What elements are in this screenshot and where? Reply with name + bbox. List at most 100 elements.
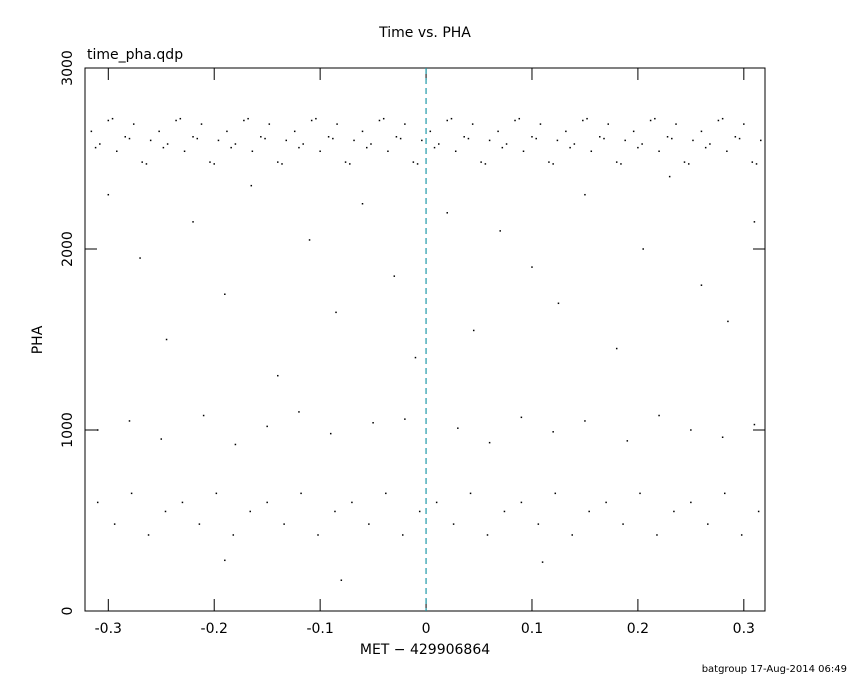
point (139, 257, 141, 259)
point (571, 534, 573, 536)
point (209, 161, 211, 163)
point (353, 139, 355, 142)
point (418, 510, 421, 513)
point (438, 143, 440, 145)
point (472, 329, 475, 332)
point (158, 130, 160, 133)
point (319, 150, 321, 153)
point (200, 123, 203, 125)
x-tick-label: 0.1 (521, 621, 543, 637)
point (727, 320, 729, 323)
point (658, 150, 660, 153)
point (751, 161, 754, 163)
point (310, 119, 313, 122)
point (175, 119, 177, 122)
point (484, 163, 487, 165)
point (753, 423, 756, 426)
footer: batgroup 17-Aug-2014 06:49 (702, 664, 847, 675)
point (607, 123, 609, 125)
point (266, 425, 268, 428)
point (582, 119, 584, 122)
point (668, 175, 671, 178)
point (649, 119, 652, 122)
point (675, 123, 677, 125)
point (497, 130, 499, 133)
point (179, 117, 182, 120)
x-tick-label: -0.3 (95, 621, 122, 637)
point (499, 230, 501, 232)
point (446, 119, 448, 122)
point (340, 579, 343, 581)
point (183, 150, 186, 153)
point (224, 293, 226, 295)
point (335, 311, 337, 314)
y-tick-label: 0 (60, 607, 76, 616)
point (147, 534, 150, 536)
point (160, 438, 163, 440)
point (298, 146, 300, 149)
point (94, 146, 97, 149)
point (488, 441, 491, 444)
x-tick-label: 0 (422, 621, 431, 637)
point (298, 411, 300, 413)
point (378, 119, 381, 122)
point (757, 510, 760, 513)
point (624, 139, 626, 142)
point (717, 119, 720, 122)
point (658, 414, 660, 417)
point (99, 143, 101, 145)
point (599, 136, 601, 138)
point (556, 139, 559, 142)
point (452, 523, 455, 525)
point (433, 146, 436, 149)
point (622, 523, 624, 525)
point (590, 150, 593, 153)
point (192, 136, 194, 138)
point (130, 492, 133, 495)
point (704, 146, 707, 149)
y-axis-label: PHA (30, 325, 46, 354)
point (365, 146, 368, 149)
plot-frame (84, 67, 766, 612)
point (226, 130, 228, 133)
point (552, 163, 554, 165)
point (760, 139, 762, 142)
point (690, 429, 692, 431)
point (535, 137, 537, 140)
point (457, 427, 459, 429)
point (192, 221, 194, 223)
point (264, 137, 266, 140)
point (249, 510, 251, 513)
point (387, 150, 389, 153)
point (243, 119, 245, 122)
point (671, 137, 673, 140)
point (656, 534, 658, 536)
point (268, 123, 271, 125)
point (368, 523, 370, 525)
point (196, 137, 199, 140)
point (128, 137, 131, 140)
point (145, 163, 148, 165)
x-tick-label: -0.2 (201, 621, 228, 637)
point (486, 534, 489, 536)
subtitle: time_pha.qdp (87, 47, 183, 63)
point (569, 146, 571, 149)
point (726, 150, 728, 153)
x-axis-label: MET − 429906864 (360, 642, 490, 658)
point (480, 161, 482, 163)
point (666, 136, 669, 138)
point (116, 150, 118, 153)
point (90, 130, 93, 133)
point (588, 510, 590, 513)
point (281, 163, 283, 165)
point (700, 284, 703, 286)
point (537, 523, 540, 525)
point (505, 143, 508, 145)
point (402, 534, 404, 536)
y-tick-label: 2000 (60, 231, 76, 267)
point (285, 139, 287, 142)
point (446, 212, 448, 214)
point (302, 143, 304, 145)
chart-title: Time vs. PHA (378, 25, 471, 41)
point (111, 117, 114, 120)
